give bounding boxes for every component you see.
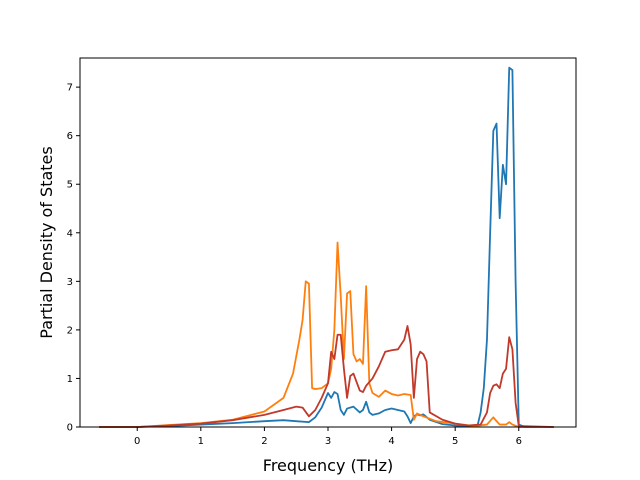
y-tick-label: 4 (67, 228, 73, 239)
y-axis-title: Partial Density of States (37, 146, 56, 338)
y-tick-label: 7 (67, 83, 73, 94)
x-tick-label: 6 (516, 436, 522, 447)
x-tick-label: 4 (388, 436, 394, 447)
y-tick-label: 3 (67, 277, 73, 288)
series-line-1 (99, 66, 554, 428)
y-tick-label: 2 (67, 325, 73, 336)
y-tick-label: 0 (67, 423, 73, 434)
x-tick-label: 3 (325, 436, 331, 447)
x-axis-ticks: 0 1 2 3 4 5 6 (134, 427, 522, 447)
y-tick-label: 1 (67, 374, 73, 385)
x-tick-label: 5 (452, 436, 458, 447)
series-line-3 (99, 325, 554, 428)
y-axis-ticks: 0 1 2 3 4 5 6 7 (67, 83, 80, 434)
series-line-2 (99, 241, 554, 428)
x-tick-label: 1 (198, 436, 204, 447)
y-tick-label: 6 (67, 131, 73, 142)
x-axis-title: Frequency (THz) (263, 456, 393, 475)
series-layer (99, 66, 554, 428)
y-tick-label: 5 (67, 180, 73, 191)
x-tick-label: 0 (134, 436, 140, 447)
x-tick-label: 2 (261, 436, 267, 447)
